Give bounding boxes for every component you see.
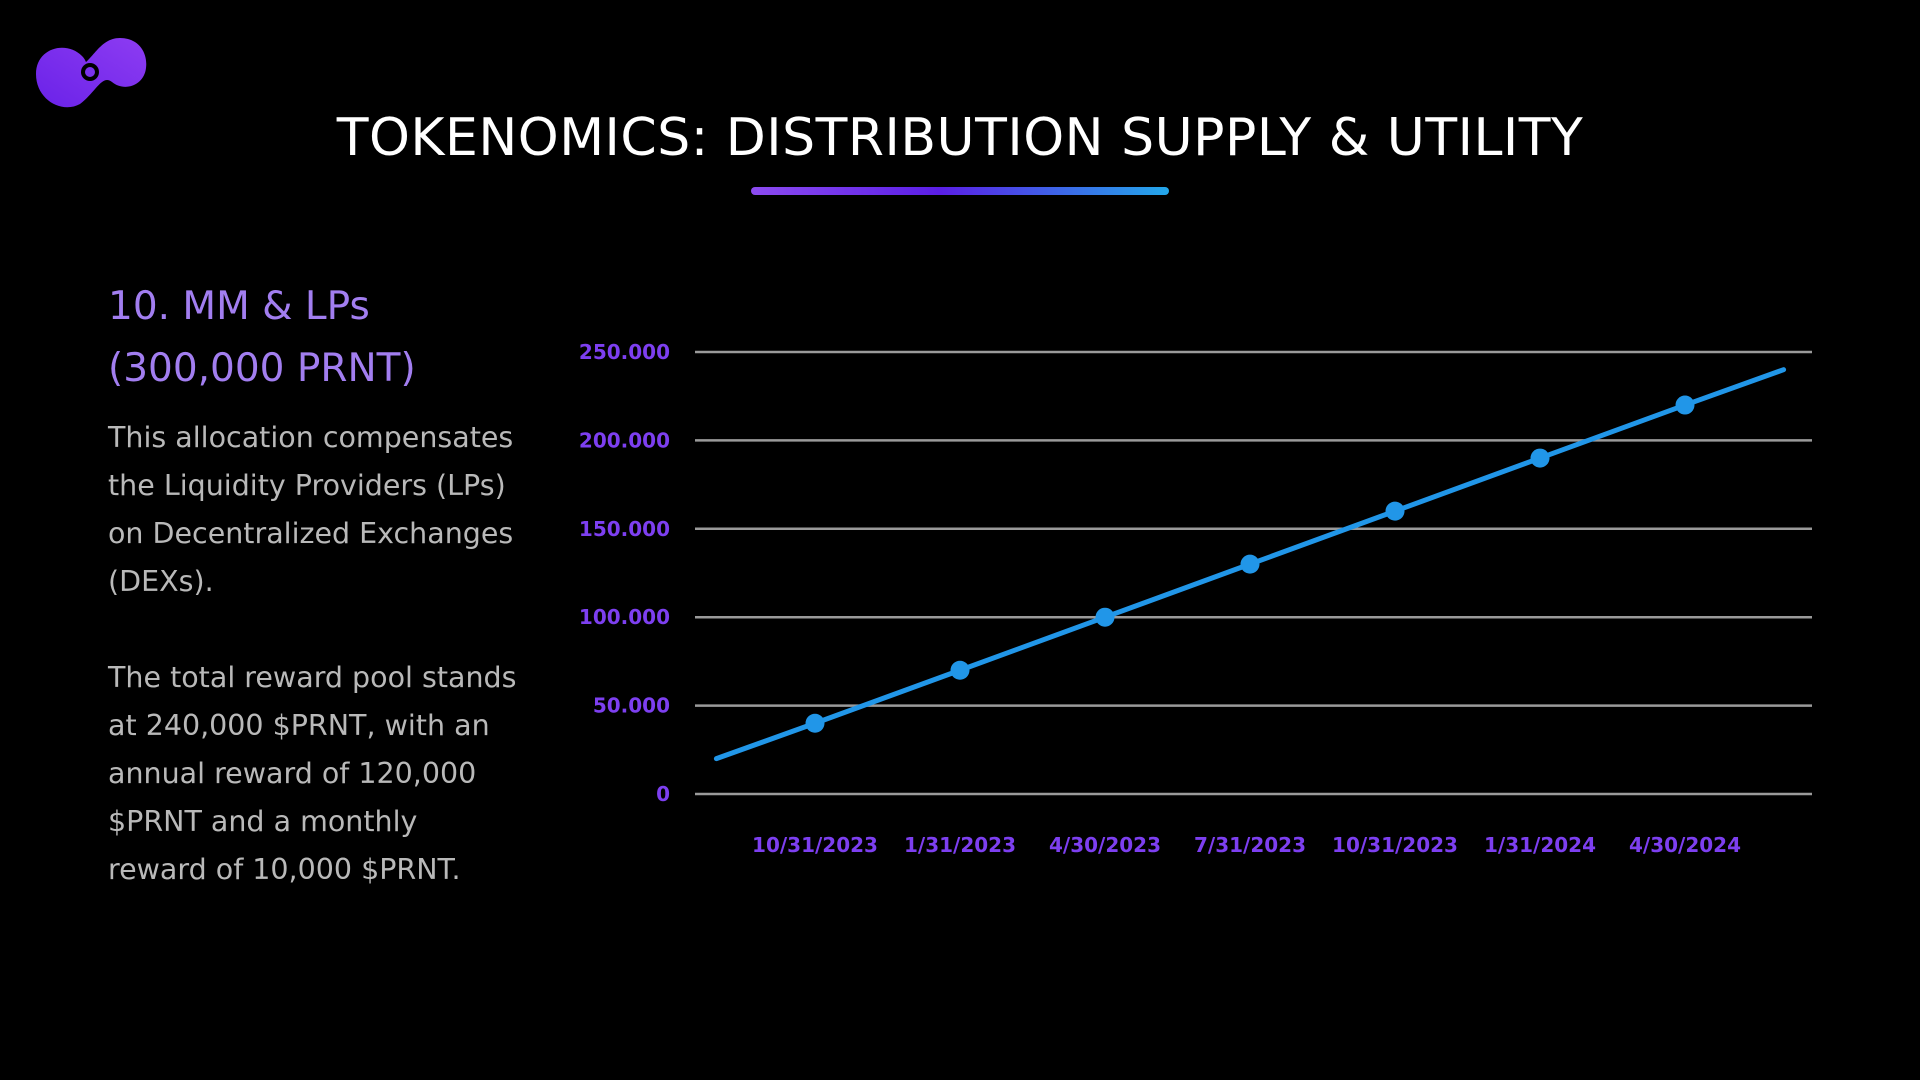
data-point bbox=[1675, 395, 1695, 415]
x-tick-label: 10/31/2023 bbox=[1332, 833, 1458, 857]
data-point bbox=[1385, 501, 1405, 521]
x-tick-label: 1/31/2024 bbox=[1484, 833, 1596, 857]
x-tick-label: 1/31/2023 bbox=[904, 833, 1016, 857]
section-paragraph-1: This allocation compensates the Liquidit… bbox=[108, 421, 514, 598]
section-heading-line1: 10. MM & LPs bbox=[108, 284, 370, 329]
x-tick-label: 4/30/2024 bbox=[1629, 833, 1741, 857]
data-point bbox=[950, 660, 970, 680]
x-tick-label: 10/31/2023 bbox=[752, 833, 878, 857]
section-heading: 10. MM & LPs (300,000 PRNT) bbox=[108, 276, 528, 400]
y-tick-label: 50.000 bbox=[593, 694, 670, 718]
section-paragraph-2: The total reward pool stands at 240,000 … bbox=[108, 661, 517, 886]
x-tick-label: 4/30/2023 bbox=[1049, 833, 1161, 857]
data-point bbox=[805, 713, 825, 733]
y-tick-label: 200.000 bbox=[579, 428, 670, 452]
y-tick-label: 250.000 bbox=[579, 340, 670, 364]
line-chart: 0 50.000 100.000 150.000 200.000 250.000 10/31… bbox=[579, 340, 1812, 857]
title-underline bbox=[751, 187, 1169, 195]
section-heading-line2: (300,000 PRNT) bbox=[108, 346, 416, 391]
swirl-logo-icon bbox=[36, 38, 147, 108]
y-tick-label: 100.000 bbox=[579, 605, 670, 629]
page-title: TOKENOMICS: DISTRIBUTION SUPPLY & UTILIT… bbox=[336, 108, 1584, 168]
data-point bbox=[1530, 448, 1550, 468]
y-tick-label: 150.000 bbox=[579, 517, 670, 541]
x-tick-label: 7/31/2023 bbox=[1194, 833, 1306, 857]
y-tick-label: 0 bbox=[656, 782, 670, 806]
section-body: This allocation compensates the Liquidit… bbox=[108, 414, 518, 894]
data-point bbox=[1240, 554, 1260, 574]
data-point bbox=[1095, 607, 1115, 627]
